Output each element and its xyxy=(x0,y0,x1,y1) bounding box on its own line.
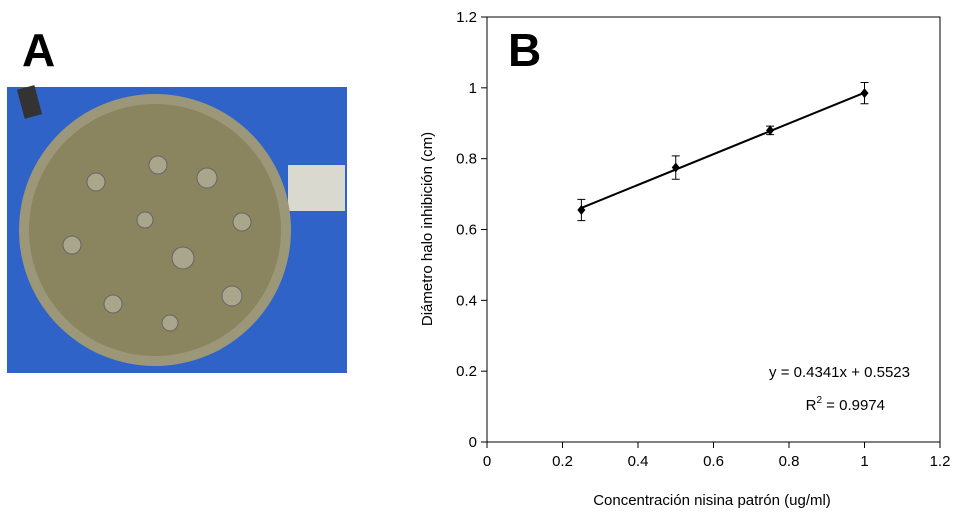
data-point xyxy=(577,205,586,216)
y-axis-label: Diámetro halo inhibición (cm) xyxy=(419,132,436,326)
r-squared-base: R xyxy=(806,397,817,414)
x-tick-label: 0.6 xyxy=(703,453,724,470)
y-tick-label: 0.2 xyxy=(456,363,477,380)
data-point xyxy=(671,162,680,173)
ruler xyxy=(288,165,345,211)
r-squared-value: = 0.9974 xyxy=(822,397,885,414)
equation: y = 0.4341x + 0.5523 xyxy=(769,364,910,381)
x-tick-label: 0 xyxy=(483,453,491,470)
y-tick-label: 1.2 xyxy=(456,9,477,26)
r-squared: R2 = 0.9974 xyxy=(806,395,885,414)
wells xyxy=(62,155,252,332)
data-point xyxy=(766,125,775,136)
x-tick-label: 1 xyxy=(860,453,868,470)
data-point xyxy=(860,88,869,99)
y-tick-label: 1 xyxy=(469,80,477,97)
panel-label: A xyxy=(22,24,55,76)
trendline xyxy=(580,91,865,209)
agar xyxy=(29,104,281,356)
x-tick-label: 0.4 xyxy=(628,453,649,470)
x-axis-label: Concentración nisina patrón (ug/ml) xyxy=(593,492,831,509)
y-tick-label: 0 xyxy=(469,434,477,451)
photo xyxy=(7,85,347,373)
y-tick-label: 0.6 xyxy=(456,222,477,239)
x-tick-label: 0.2 xyxy=(552,453,573,470)
panel-label: B xyxy=(508,24,541,76)
x-tick-label: 1.2 xyxy=(930,453,951,470)
tool xyxy=(16,85,43,119)
r-squared-sup: 2 xyxy=(816,395,822,406)
y-tick-label: 0.4 xyxy=(456,292,477,309)
y-tick-label: 0.8 xyxy=(456,151,477,168)
x-tick-label: 0.8 xyxy=(779,453,800,470)
